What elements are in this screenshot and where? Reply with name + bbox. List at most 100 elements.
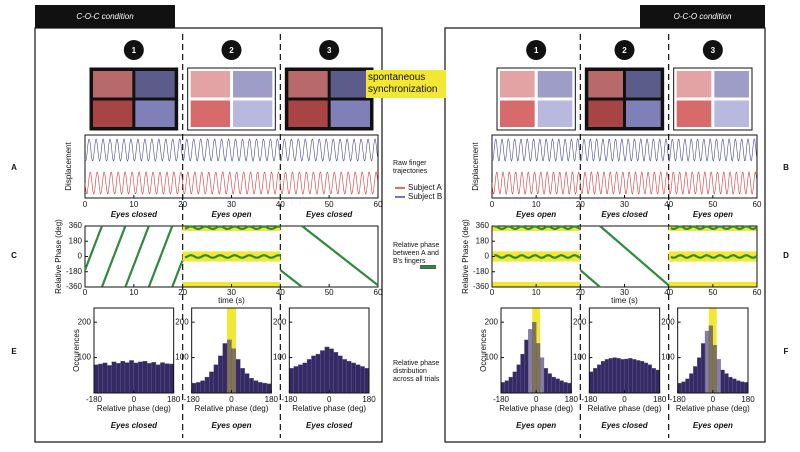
histogram-bar	[204, 376, 210, 394]
epoch-badge	[614, 40, 635, 60]
histogram-bar	[636, 360, 641, 394]
y-tick-label: 200	[273, 317, 287, 326]
y-tick-label: 100	[661, 353, 675, 362]
histogram-bar	[333, 352, 339, 394]
histogram-bar	[655, 369, 660, 394]
histogram-bar	[704, 330, 710, 394]
histogram-bar	[111, 361, 117, 394]
histogram-bar	[532, 322, 537, 394]
y-tick-label: 100	[273, 353, 287, 362]
histogram-bar	[693, 366, 698, 394]
photo	[500, 71, 535, 98]
histogram-bar	[257, 382, 263, 394]
phase-trace	[147, 225, 174, 287]
histogram-bar	[151, 362, 157, 394]
histogram-bar	[616, 358, 621, 394]
histogram-bar	[315, 353, 321, 394]
epoch-condition: Eyes closed	[111, 421, 158, 430]
histogram-bar	[311, 355, 317, 394]
x-tick-label: 40	[664, 288, 673, 297]
histogram-bar	[133, 362, 139, 394]
epoch-condition: Eyes closed	[306, 210, 353, 219]
photo	[588, 71, 623, 98]
photo	[190, 100, 230, 127]
histogram-bar	[736, 380, 741, 394]
x-tick-label: 60	[374, 200, 383, 209]
photo	[330, 100, 370, 127]
histogram-bar	[355, 364, 361, 394]
histogram-bar	[289, 368, 294, 394]
y-tick-label: 100	[485, 353, 499, 362]
histogram-bar	[604, 359, 610, 394]
x-tick-label: 180	[362, 395, 376, 404]
annotation-sync: spontaneous synchronization	[366, 70, 446, 98]
phase-trace	[83, 225, 103, 271]
histogram-bar	[628, 358, 633, 394]
x-tick-label: 10	[129, 200, 138, 209]
x-tick-label: 0	[711, 395, 716, 404]
epoch-number: 1	[132, 46, 137, 55]
photo	[500, 100, 535, 127]
x-tick-label: 60	[374, 288, 383, 297]
x-axis-label: Relative phase (deg)	[195, 404, 269, 413]
sync-band	[668, 251, 757, 262]
phase-trace	[670, 254, 758, 259]
histogram-bar	[512, 371, 517, 394]
histogram-bar	[129, 360, 134, 394]
photo	[676, 71, 712, 98]
y-tick-label: 200	[485, 317, 499, 326]
photo	[714, 100, 749, 127]
y-axis-label: Occurences	[479, 329, 488, 372]
histogram-bar	[226, 339, 232, 394]
histogram-bar	[547, 373, 552, 394]
x-tick-label: 20	[576, 200, 585, 209]
histogram-bar	[107, 365, 112, 394]
histogram-bar	[528, 329, 533, 394]
histogram-bar	[524, 339, 529, 394]
histogram-bar	[266, 383, 272, 394]
histogram-bar	[608, 358, 613, 394]
histogram-bar	[320, 350, 325, 394]
histogram-bar	[700, 343, 706, 394]
histogram-bar	[500, 382, 506, 394]
x-tick-label: 20	[178, 200, 187, 209]
histogram-bar	[632, 359, 637, 394]
histogram-bar	[195, 382, 201, 394]
legend-label: Subject A	[408, 183, 442, 192]
legend-label: Subject B	[408, 192, 442, 201]
x-axis-label: time (s)	[218, 296, 245, 305]
x-axis-label: Relative phase (deg)	[97, 404, 171, 413]
y-tick-label: -180	[66, 267, 83, 276]
phase-trace	[184, 225, 281, 231]
photo	[537, 71, 573, 98]
histogram-bar	[253, 380, 259, 394]
x-tick-label: 40	[276, 288, 285, 297]
histogram-bar	[302, 362, 308, 394]
histogram-bar	[218, 355, 223, 394]
histogram-bar	[249, 377, 254, 394]
histogram-bar	[740, 381, 745, 394]
phase-trace	[279, 269, 303, 288]
photo	[537, 100, 573, 127]
photo	[330, 71, 370, 98]
histogram-bar	[164, 363, 170, 394]
trajectory	[84, 138, 378, 162]
annotation-phase: Relative phase between A and B's fingers	[393, 242, 440, 265]
x-tick-label: 10	[129, 288, 138, 297]
histogram-bar	[102, 362, 108, 394]
row-label: D	[783, 251, 789, 260]
row-label: B	[783, 163, 789, 172]
row-label: A	[11, 163, 17, 172]
x-tick-label: 30	[227, 288, 236, 297]
x-tick-label: 50	[708, 200, 717, 209]
row-label: E	[11, 347, 17, 356]
phase-trace	[124, 225, 150, 288]
x-tick-label: 180	[167, 395, 181, 404]
histogram-bar	[589, 371, 594, 394]
histogram-bar	[559, 380, 564, 394]
epoch-condition: Eyes open	[693, 210, 733, 219]
histogram-bar	[724, 373, 729, 394]
histogram-bar	[120, 360, 126, 394]
y-tick-label: 100	[78, 353, 92, 362]
